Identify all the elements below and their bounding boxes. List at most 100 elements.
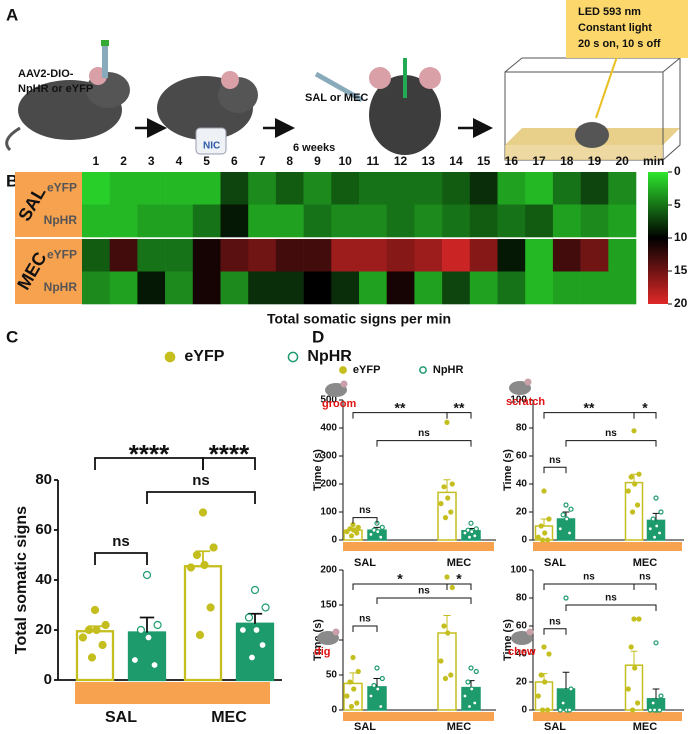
row-label: eYFP [47, 247, 77, 261]
data-point [557, 526, 563, 532]
heat-cell [331, 204, 360, 238]
y-tick-label: 0 [521, 705, 527, 716]
error-bar [630, 650, 638, 666]
heat-cell [248, 172, 277, 205]
heat-cell [525, 204, 554, 238]
y-axis-label: Time (s) [502, 619, 514, 661]
data-point [634, 700, 641, 706]
heat-cell [137, 239, 166, 272]
data-point [542, 530, 548, 536]
heat-cell [580, 271, 609, 305]
y-tick-label: 60 [35, 521, 52, 538]
data-point [150, 660, 159, 670]
legend-label: eYFP [184, 348, 224, 365]
data-point [632, 665, 638, 671]
light-text: LED 593 nm [578, 6, 641, 18]
data-point [87, 653, 97, 662]
error-bar [540, 518, 548, 526]
column-label: 14 [449, 154, 463, 168]
bar [437, 632, 457, 711]
heat-cell [192, 239, 221, 272]
data-point [449, 481, 455, 487]
mouse-icon-ear [526, 628, 534, 636]
data-point [560, 700, 566, 706]
heat-cell [165, 204, 194, 238]
data-point [539, 707, 546, 713]
mouse-tail [5, 126, 21, 152]
data-point [378, 534, 384, 540]
data-point [566, 530, 573, 536]
data-point [354, 700, 360, 706]
data-point [448, 509, 454, 515]
data-point [651, 534, 658, 540]
data-point [538, 672, 544, 678]
colorbar [648, 172, 668, 304]
data-point [628, 474, 634, 480]
led-box [566, 0, 688, 58]
x-unit: min [643, 154, 664, 168]
mouse-icon-ear [340, 380, 348, 388]
significance-bracket [352, 625, 378, 632]
column-label: 18 [560, 154, 574, 168]
heat-cell [303, 172, 332, 205]
significance-bracket [352, 517, 378, 524]
heat-cell [469, 239, 498, 272]
colorbar-label: 20 [674, 296, 688, 310]
error-bar [652, 512, 660, 521]
data-point [462, 530, 468, 536]
data-point [636, 616, 642, 622]
mouse-icon [325, 383, 347, 397]
colorbar-label: 5 [674, 197, 681, 211]
significance-label: ns [418, 428, 430, 439]
x-tick-label: MEC [447, 721, 472, 733]
data-point [653, 495, 659, 501]
data-point [658, 509, 664, 515]
category-band [75, 682, 270, 704]
data-point [442, 514, 449, 521]
heat-cell [220, 239, 249, 272]
data-point [625, 488, 631, 494]
category-band [343, 712, 494, 721]
heat-cell [275, 204, 304, 238]
significance-label: ns [549, 455, 561, 466]
data-point [629, 707, 636, 713]
data-point [538, 523, 544, 529]
nic-label: NIC [203, 141, 220, 152]
data-point [473, 668, 479, 675]
data-point [438, 501, 444, 507]
group-band [15, 172, 82, 237]
drug-text: SAL or MEC [305, 92, 368, 104]
heat-cell [608, 271, 637, 305]
bar [183, 565, 223, 682]
data-point [466, 703, 473, 710]
data-point [144, 633, 153, 642]
heat-cell [303, 204, 332, 238]
group-band [15, 239, 82, 304]
column-label: 1 [93, 154, 100, 168]
data-point [209, 543, 218, 552]
data-point [252, 625, 261, 635]
heat-cell [442, 204, 471, 238]
data-point [379, 675, 385, 682]
y-tick-label: 20 [516, 507, 528, 518]
legend-marker [339, 366, 347, 374]
significance-bracket [633, 412, 657, 419]
data-point [656, 530, 663, 536]
heat-cell [192, 271, 221, 305]
data-point [632, 481, 638, 487]
heat-cell [386, 271, 415, 305]
heat-cell [442, 271, 471, 305]
data-point [344, 528, 350, 535]
column-label: 8 [286, 154, 293, 168]
heat-cell [220, 172, 249, 205]
behavior-label: groom [322, 398, 356, 410]
data-point [368, 693, 374, 699]
heat-cell [359, 271, 387, 305]
significance-label: ** [395, 399, 406, 415]
heat-cell [386, 239, 415, 272]
y-tick-label: 60 [516, 621, 528, 632]
y-tick-label: 400 [320, 423, 337, 434]
row-label: NpHR [44, 213, 78, 227]
data-point [136, 625, 146, 635]
data-point [448, 672, 454, 678]
